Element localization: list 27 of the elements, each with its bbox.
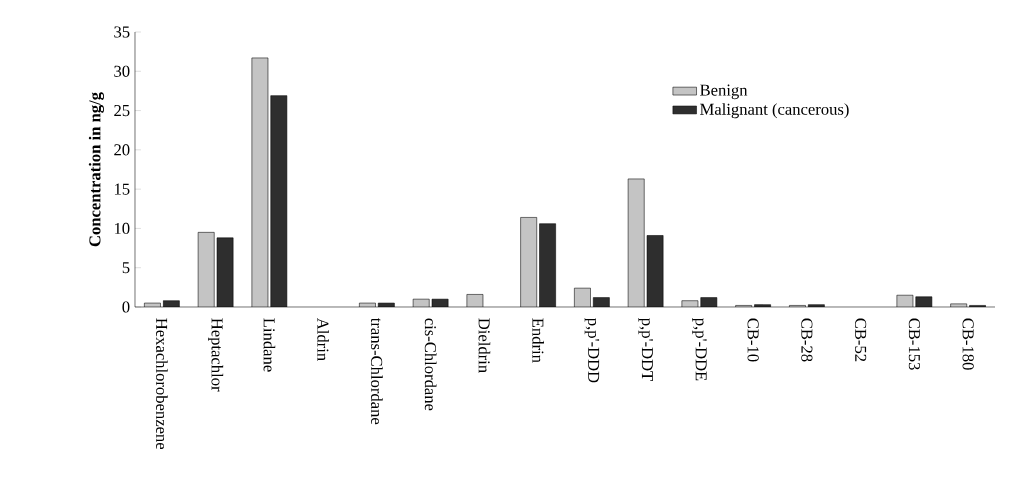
y-tick-label: 15 xyxy=(114,183,130,195)
y-tick-label: 5 xyxy=(122,262,130,274)
x-tick-label: trans-Chlordane xyxy=(371,317,383,425)
y-tick-label: 0 xyxy=(122,301,130,313)
legend-label: Malignant (cancerous) xyxy=(700,103,849,119)
y-tick-label: 30 xyxy=(114,65,130,77)
x-tick-label: Endrin xyxy=(532,318,544,363)
x-tick-label: CB-180 xyxy=(962,318,974,370)
y-tick-label: 20 xyxy=(114,144,130,156)
x-tick-label: CB-52 xyxy=(855,318,867,362)
x-tick-label: Heptachlor xyxy=(208,318,224,392)
x-tick-label: p,p'-DDT xyxy=(638,318,653,381)
y-tick-label: 25 xyxy=(114,104,130,117)
y-tick-label: 35 xyxy=(114,26,130,38)
x-tick-label: Lindane xyxy=(263,318,276,372)
legend-label: Benign xyxy=(700,84,748,100)
y-tick-label: 10 xyxy=(114,222,130,235)
x-tick-label: cis-Chlordane xyxy=(424,318,437,411)
x-tick-label: p,p'-DDD xyxy=(584,318,600,383)
x-tick-label: Dieldrin xyxy=(478,318,491,373)
y-axis-title: Concentration in ng/g xyxy=(88,92,105,247)
x-tick-label: p,p'-DDE xyxy=(692,318,707,381)
x-tick-label: CB-10 xyxy=(747,318,759,362)
x-tick-label: CB-28 xyxy=(801,318,813,362)
x-tick-label: Hexachlorobenzene xyxy=(156,318,168,450)
x-tick-label: CB-153 xyxy=(908,318,920,370)
x-tick-label: Aldrin xyxy=(317,317,329,361)
